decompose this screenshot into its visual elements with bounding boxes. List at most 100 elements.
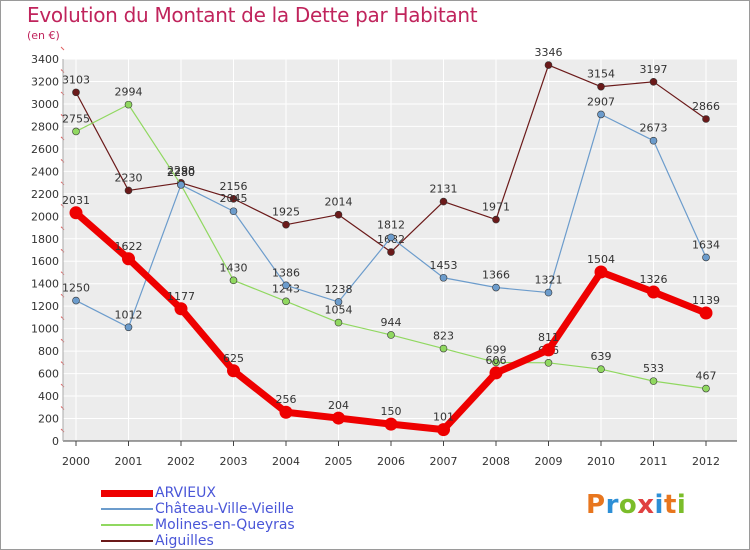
data-label-aiguilles: 2014	[325, 196, 353, 209]
logo-letter: i	[676, 490, 687, 520]
x-tick-label: 2005	[325, 455, 353, 468]
data-label-aiguilles: 3346	[535, 46, 563, 59]
y-tick-label: 1800	[31, 233, 59, 246]
data-point-arvieux	[279, 405, 293, 419]
data-label-aiguilles: 2156	[220, 180, 248, 193]
data-label-aiguilles: 3154	[587, 68, 615, 81]
data-point-molines-en-queyras	[439, 344, 448, 353]
data-label-ch-teau-ville-vieille: 1012	[115, 308, 143, 321]
y-tick-label: 3000	[31, 98, 59, 111]
plot-area	[63, 59, 737, 441]
data-point-arvieux	[699, 306, 713, 320]
data-point-aiguilles	[334, 210, 343, 219]
logo-letter: t	[663, 490, 677, 520]
x-tick-label: 2006	[377, 455, 405, 468]
data-point-aiguilles	[72, 88, 80, 97]
logo-letter: x	[637, 490, 655, 520]
data-label-ch-teau-ville-vieille: 1238	[325, 283, 353, 296]
data-label-ch-teau-ville-vieille: 1386	[272, 266, 300, 279]
logo-letter: r	[605, 490, 619, 520]
data-point-aiguilles	[124, 186, 133, 195]
data-label-aiguilles: 1971	[482, 201, 510, 214]
data-point-molines-en-queyras	[124, 100, 133, 109]
x-tick-label: 2001	[115, 455, 143, 468]
data-label-arvieux: 625	[223, 352, 244, 365]
legend-label: Molines-en-Queyras	[155, 517, 295, 533]
data-point-molines-en-queyras	[702, 384, 710, 393]
data-label-arvieux: 811	[538, 331, 559, 344]
data-label-ch-teau-ville-vieille: 1634	[692, 238, 720, 251]
data-point-aiguilles	[544, 61, 553, 69]
y-tick-label: 0	[52, 435, 59, 448]
data-label-molines-en-queyras: 944	[381, 316, 402, 329]
x-tick-label: 2009	[535, 455, 563, 468]
logo-letter: i	[654, 490, 664, 520]
legend-swatch	[101, 540, 153, 542]
legend-swatch	[101, 524, 153, 526]
legend-label: ARVIEUX	[155, 485, 216, 501]
data-point-arvieux	[174, 302, 188, 316]
y-minor-tick	[60, 46, 65, 51]
data-label-molines-en-queyras: 699	[486, 343, 507, 356]
data-label-arvieux: 101	[433, 411, 454, 424]
data-label-molines-en-queyras: 823	[433, 330, 454, 343]
data-point-aiguilles	[492, 215, 500, 224]
data-label-arvieux: 1504	[587, 253, 615, 266]
y-tick-label: 2600	[31, 143, 59, 156]
x-tick-label: 2008	[482, 455, 510, 468]
y-tick-label: 1200	[31, 300, 59, 313]
y-tick-label: 400	[38, 390, 59, 403]
data-point-molines-en-queyras	[229, 276, 238, 285]
data-point-ch-teau-ville-vieille	[439, 273, 448, 282]
x-tick-label: 2002	[167, 455, 195, 468]
data-label-molines-en-queyras: 1054	[325, 304, 353, 317]
data-point-arvieux	[69, 206, 83, 220]
legend-item: ARVIEUX	[101, 485, 431, 501]
data-label-arvieux: 1622	[115, 240, 143, 253]
data-point-molines-en-queyras	[72, 127, 80, 136]
legend-item: Molines-en-Queyras	[101, 517, 431, 533]
data-label-ch-teau-ville-vieille: 2280	[167, 166, 195, 179]
data-point-aiguilles	[439, 197, 448, 206]
data-label-aiguilles: 3103	[62, 73, 90, 86]
data-label-molines-en-queyras: 639	[591, 350, 612, 363]
legend-swatch	[101, 508, 153, 510]
data-point-ch-teau-ville-vieille	[124, 323, 133, 332]
data-point-arvieux	[437, 423, 450, 437]
data-point-molines-en-queyras	[282, 297, 290, 306]
data-label-ch-teau-ville-vieille: 1453	[430, 259, 458, 272]
data-point-arvieux	[122, 252, 135, 266]
x-tick-label: 2000	[62, 455, 90, 468]
data-point-arvieux	[227, 364, 240, 378]
y-tick-label: 2400	[31, 165, 59, 178]
legend-swatch	[101, 489, 153, 497]
data-point-ch-teau-ville-vieille	[282, 281, 290, 290]
data-label-aiguilles: 2230	[115, 171, 143, 184]
data-label-ch-teau-ville-vieille: 1812	[377, 218, 405, 231]
data-label-arvieux: 1177	[167, 290, 195, 303]
y-tick-label: 3200	[31, 75, 59, 88]
data-point-aiguilles	[702, 115, 710, 123]
logo-letter: o	[618, 490, 638, 520]
data-label-aiguilles: 1925	[272, 206, 300, 219]
data-point-ch-teau-ville-vieille	[649, 136, 658, 145]
legend-item: Aiguilles	[101, 533, 431, 549]
y-tick-label: 1000	[31, 323, 59, 336]
y-tick-label: 600	[38, 368, 59, 381]
data-point-arvieux	[384, 417, 398, 431]
data-label-ch-teau-ville-vieille: 2673	[640, 122, 668, 135]
data-point-aiguilles	[229, 194, 238, 203]
data-point-aiguilles	[649, 78, 658, 86]
data-label-molines-en-queyras: 467	[696, 370, 717, 383]
data-point-ch-teau-ville-vieille	[492, 283, 500, 292]
data-label-ch-teau-ville-vieille: 2907	[587, 95, 615, 108]
data-label-arvieux: 1139	[692, 294, 720, 307]
data-label-arvieux: 2031	[62, 194, 90, 207]
data-point-ch-teau-ville-vieille	[177, 181, 185, 189]
data-label-aiguilles: 2866	[692, 100, 720, 113]
data-point-molines-en-queyras	[544, 359, 553, 367]
data-point-ch-teau-ville-vieille	[229, 207, 238, 216]
legend-label: Aiguilles	[155, 533, 214, 549]
data-label-arvieux: 1326	[640, 273, 668, 286]
x-tick-label: 2004	[272, 455, 300, 468]
